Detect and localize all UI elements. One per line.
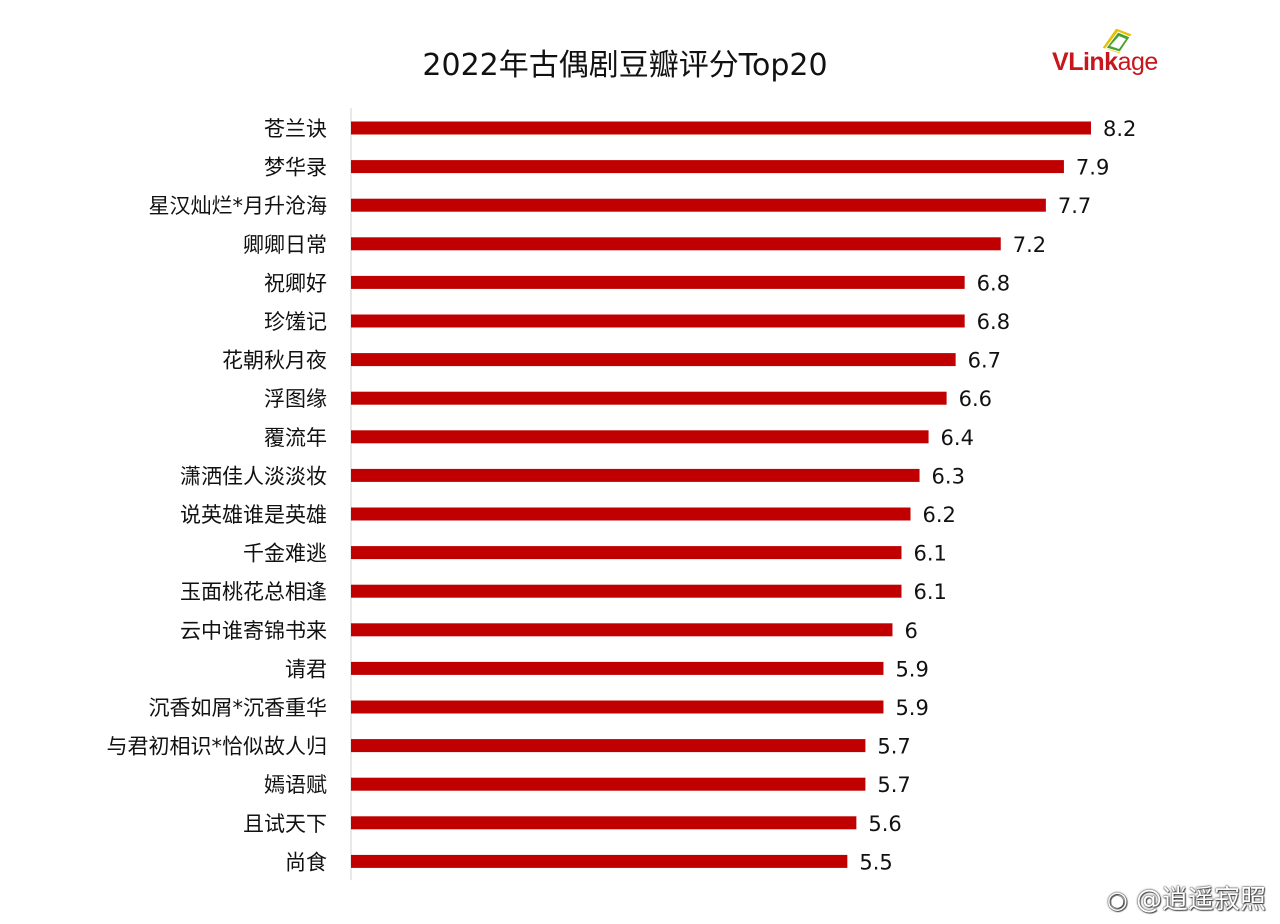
bar: [351, 661, 884, 675]
value-label: 6.3: [932, 464, 965, 488]
value-label: 7.9: [1076, 156, 1109, 180]
weibo-watermark: ◉ @逍遥寂照: [1107, 879, 1266, 916]
weibo-icon: ◉: [1106, 886, 1128, 914]
category-label: 覆流年: [264, 426, 327, 450]
logo-text: VLinkage: [1052, 48, 1158, 77]
category-label: 星汉灿烂*月升沧海: [149, 194, 328, 218]
bar: [351, 121, 1091, 135]
category-label: 潇洒佳人淡淡妆: [180, 464, 327, 488]
bar: [351, 430, 929, 444]
value-label: 6.4: [941, 426, 974, 450]
bar: [351, 623, 893, 637]
category-label: 且试天下: [243, 812, 327, 836]
vlinkage-logo: VLinkage: [1046, 26, 1186, 86]
bar: [351, 546, 902, 560]
category-label: 梦华录: [264, 156, 327, 180]
value-label: 5.7: [877, 735, 910, 759]
category-label: 玉面桃花总相逢: [180, 580, 327, 604]
category-label: 花朝秋月夜: [222, 349, 327, 373]
category-label: 苍兰诀: [264, 117, 327, 141]
bars-group: 苍兰诀 8.2 梦华录 7.9 星汉灿烂*月升沧海 7.7 卿卿日常 7.2 祝卿好 6.8 珍馐记…: [107, 117, 1137, 874]
category-label: 沉香如屑*沉香重华: [149, 696, 328, 720]
logo-v: V: [1052, 48, 1069, 76]
value-label: 5.7: [877, 773, 910, 797]
bar: [351, 584, 902, 598]
value-label: 6.8: [977, 310, 1010, 334]
bar: [351, 816, 857, 830]
category-label: 说英雄谁是英雄: [180, 503, 327, 527]
bar: [351, 353, 956, 367]
bar: [351, 314, 965, 328]
value-label: 7.2: [1013, 233, 1046, 257]
value-label: 6: [904, 619, 917, 643]
bar: [351, 739, 866, 753]
value-label: 8.2: [1103, 117, 1136, 141]
category-label: 珍馐记: [264, 310, 327, 334]
value-label: 6.1: [913, 542, 946, 566]
value-label: 5.9: [895, 696, 928, 720]
value-label: 7.7: [1058, 194, 1091, 218]
logo-age: age: [1117, 48, 1159, 76]
value-label: 5.9: [895, 657, 928, 681]
bar: [351, 777, 866, 791]
value-label: 6.1: [913, 580, 946, 604]
value-label: 6.2: [923, 503, 956, 527]
watermark-text: @逍遥寂照: [1135, 885, 1266, 915]
value-label: 6.7: [968, 349, 1001, 373]
value-label: 6.6: [959, 387, 992, 411]
category-label: 尚食: [285, 850, 327, 874]
category-label: 请君: [285, 657, 327, 681]
category-label: 浮图缘: [264, 387, 327, 411]
value-label: 5.6: [868, 812, 901, 836]
bar: [351, 468, 920, 482]
category-label: 与君初相识*恰似故人归: [107, 735, 328, 759]
bar: [351, 275, 965, 289]
bar: [351, 507, 911, 521]
bar: [351, 198, 1046, 212]
value-label: 5.5: [859, 850, 892, 874]
bar: [351, 160, 1064, 174]
logo-link: Link: [1068, 48, 1118, 76]
logo-icon: [1101, 27, 1133, 55]
category-label: 嫣语赋: [264, 773, 327, 797]
bar: [351, 854, 848, 868]
bar: [351, 237, 1001, 251]
category-label: 卿卿日常: [243, 233, 327, 257]
category-label: 千金难逃: [243, 542, 327, 566]
chart-title: 2022年古偶剧豆瓣评分Top20: [422, 48, 828, 83]
bar: [351, 391, 947, 405]
bar: [351, 700, 884, 714]
category-label: 祝卿好: [264, 271, 327, 295]
value-label: 6.8: [977, 271, 1010, 295]
category-label: 云中谁寄锦书来: [180, 619, 327, 643]
